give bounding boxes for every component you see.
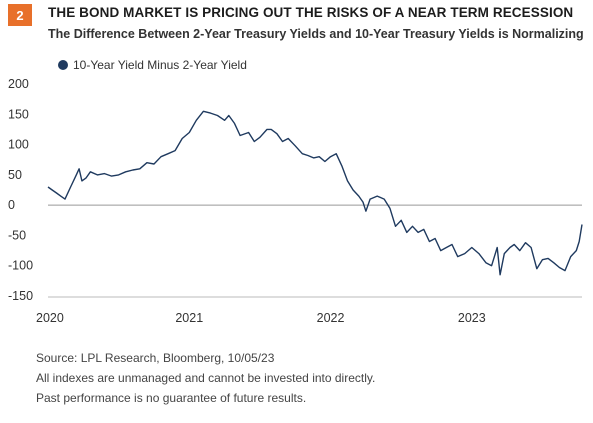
x-tick-label: 2023 xyxy=(458,311,486,325)
y-tick-label: 0 xyxy=(8,198,15,212)
y-tick-label: 50 xyxy=(8,168,22,182)
y-tick-label: 150 xyxy=(8,107,29,121)
legend-label: 10-Year Yield Minus 2-Year Yield xyxy=(73,58,247,72)
chart-title: THE BOND MARKET IS PRICING OUT THE RISKS… xyxy=(48,5,574,20)
source-note: Source: LPL Research, Bloomberg, 10/05/2… xyxy=(36,351,275,365)
x-tick-label: 2021 xyxy=(175,311,203,325)
disclaimer-indexes: All indexes are unmanaged and cannot be … xyxy=(36,371,376,385)
disclaimer-performance: Past performance is no guarantee of futu… xyxy=(36,391,307,405)
chart-subtitle: The Difference Between 2-Year Treasury Y… xyxy=(48,27,584,41)
y-tick-label: -50 xyxy=(8,228,26,242)
y-tick-label: -100 xyxy=(8,259,33,273)
chart-legend: 10-Year Yield Minus 2-Year Yield xyxy=(58,58,247,72)
chart-number-badge: 2 xyxy=(8,4,32,26)
footer-notes: Source: LPL Research, Bloomberg, 10/05/2… xyxy=(36,348,375,408)
y-tick-label: 200 xyxy=(8,77,29,91)
y-tick-label: -150 xyxy=(8,289,33,303)
x-tick-label: 2022 xyxy=(317,311,345,325)
legend-swatch xyxy=(58,60,68,70)
x-tick-label: 2020 xyxy=(36,311,64,325)
y-tick-label: 100 xyxy=(8,138,29,152)
series-line xyxy=(47,110,583,276)
